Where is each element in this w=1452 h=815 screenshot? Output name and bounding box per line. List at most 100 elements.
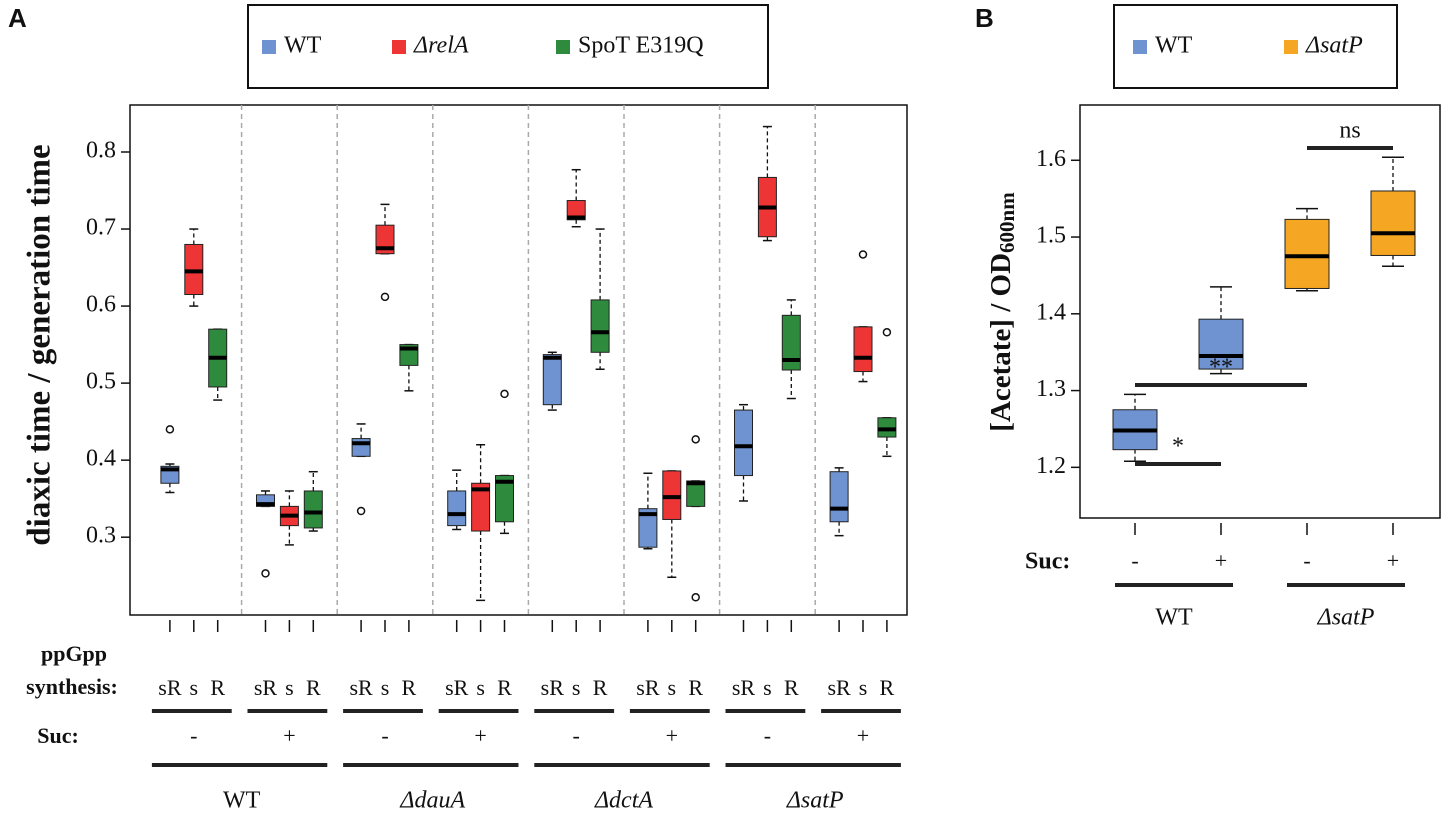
box [566, 200, 586, 221]
synthesis-label: sR [254, 675, 278, 700]
outlier [691, 435, 700, 444]
y-axis-label-main: [Acetate] / OD [985, 253, 1017, 432]
outlier [261, 569, 270, 578]
legend-swatch [392, 40, 406, 54]
legend-label: ΔrelA [413, 33, 469, 59]
suc-label: + [283, 723, 295, 748]
suc-label: + [666, 723, 678, 748]
box [829, 471, 849, 523]
synthesis-label: sR [732, 675, 756, 700]
synthesis-label: s [572, 675, 581, 700]
synthesis-label: R [306, 675, 321, 700]
suc-label: + [857, 723, 869, 748]
synthesis-label: s [285, 675, 294, 700]
legend-label: WT [284, 33, 322, 59]
outlier [500, 389, 509, 399]
synthesis-label: R [210, 675, 225, 700]
outlier [380, 292, 390, 302]
plot-frame [129, 104, 908, 616]
row-label: ppGpp [41, 641, 107, 666]
strain-label: ΔdauA [399, 788, 465, 814]
panel-label: B [975, 3, 994, 33]
synthesis-label: sR [636, 675, 660, 700]
row-label: Suc: [37, 723, 79, 748]
box [256, 494, 275, 507]
y-tick-label: 0.5 [86, 369, 116, 395]
row-label: Suc: [1025, 549, 1070, 575]
suc-label: - [764, 723, 771, 748]
legend-label: ΔsatP [1305, 33, 1363, 59]
legend-label: WT [1155, 33, 1193, 59]
box [781, 314, 801, 371]
synthesis-label: R [593, 675, 608, 700]
synthesis-label: R [784, 675, 799, 700]
synthesis-label: sR [541, 675, 565, 700]
box [638, 508, 658, 548]
legend-swatch [556, 40, 570, 54]
box [1370, 190, 1416, 256]
row-label: synthesis: [26, 674, 118, 699]
legend-swatch [1133, 40, 1147, 54]
box [1198, 318, 1244, 370]
box [303, 490, 323, 529]
synthesis-label: s [859, 675, 868, 700]
y-tick-label: 0.3 [86, 523, 116, 549]
synthesis-label: R [688, 675, 703, 700]
y-axis-label-sub: 600nm [995, 192, 1019, 253]
y-tick-label: 0.8 [86, 137, 116, 163]
strain-label: ΔsatP [786, 788, 844, 814]
box [590, 299, 610, 353]
legend-swatch [1284, 40, 1298, 54]
plot-frame [1079, 104, 1441, 519]
suc-label: - [1303, 548, 1310, 573]
outlier [882, 328, 892, 337]
strain-label: ΔsatP [1317, 605, 1375, 631]
suc-label: - [573, 723, 580, 748]
outlier [858, 250, 868, 259]
box [495, 475, 514, 523]
outlier [356, 506, 366, 516]
synthesis-label: R [402, 675, 417, 700]
box [734, 409, 753, 477]
synthesis-label: sR [158, 675, 182, 700]
suc-label: - [1131, 548, 1138, 573]
synthesis-label: sR [827, 675, 851, 700]
suc-label: + [474, 723, 486, 748]
outlier [691, 593, 700, 602]
y-tick-label: 1.5 [1036, 223, 1066, 249]
suc-label: + [1387, 548, 1399, 573]
significance-label: * [1172, 434, 1184, 460]
y-tick-label: 1.4 [1036, 299, 1066, 325]
legend-frame [1113, 4, 1398, 89]
legend-frame [247, 4, 769, 89]
y-tick-label: 0.6 [86, 292, 116, 318]
legend-label: SpoT E319Q [578, 33, 704, 59]
y-tick-label: 0.4 [86, 446, 116, 472]
suc-label: - [190, 723, 197, 748]
strain-label: ΔdctA [594, 788, 653, 814]
legend-swatch [262, 40, 276, 54]
strain-label: WT [1155, 605, 1193, 631]
box [447, 490, 467, 527]
y-axis-label: diaxic time / generation time [22, 144, 58, 545]
box [1284, 218, 1330, 289]
box [542, 354, 562, 406]
significance-label: ns [1339, 118, 1360, 144]
synthesis-label: R [880, 675, 895, 700]
y-tick-label: 1.6 [1036, 146, 1066, 172]
y-tick-label: 1.3 [1036, 376, 1066, 402]
synthesis-label: s [381, 675, 390, 700]
y-axis-label: [Acetate] / OD600nm [985, 192, 1019, 432]
box [853, 326, 873, 373]
synthesis-label: s [476, 675, 485, 700]
suc-label: - [381, 723, 388, 748]
outlier [165, 425, 175, 434]
synthesis-label: s [763, 675, 772, 700]
suc-label: + [1215, 548, 1227, 573]
panel-label: A [8, 3, 27, 33]
y-tick-label: 1.2 [1036, 453, 1066, 479]
synthesis-label: sR [349, 675, 373, 700]
synthesis-label: R [497, 675, 512, 700]
strain-label: WT [223, 788, 261, 814]
